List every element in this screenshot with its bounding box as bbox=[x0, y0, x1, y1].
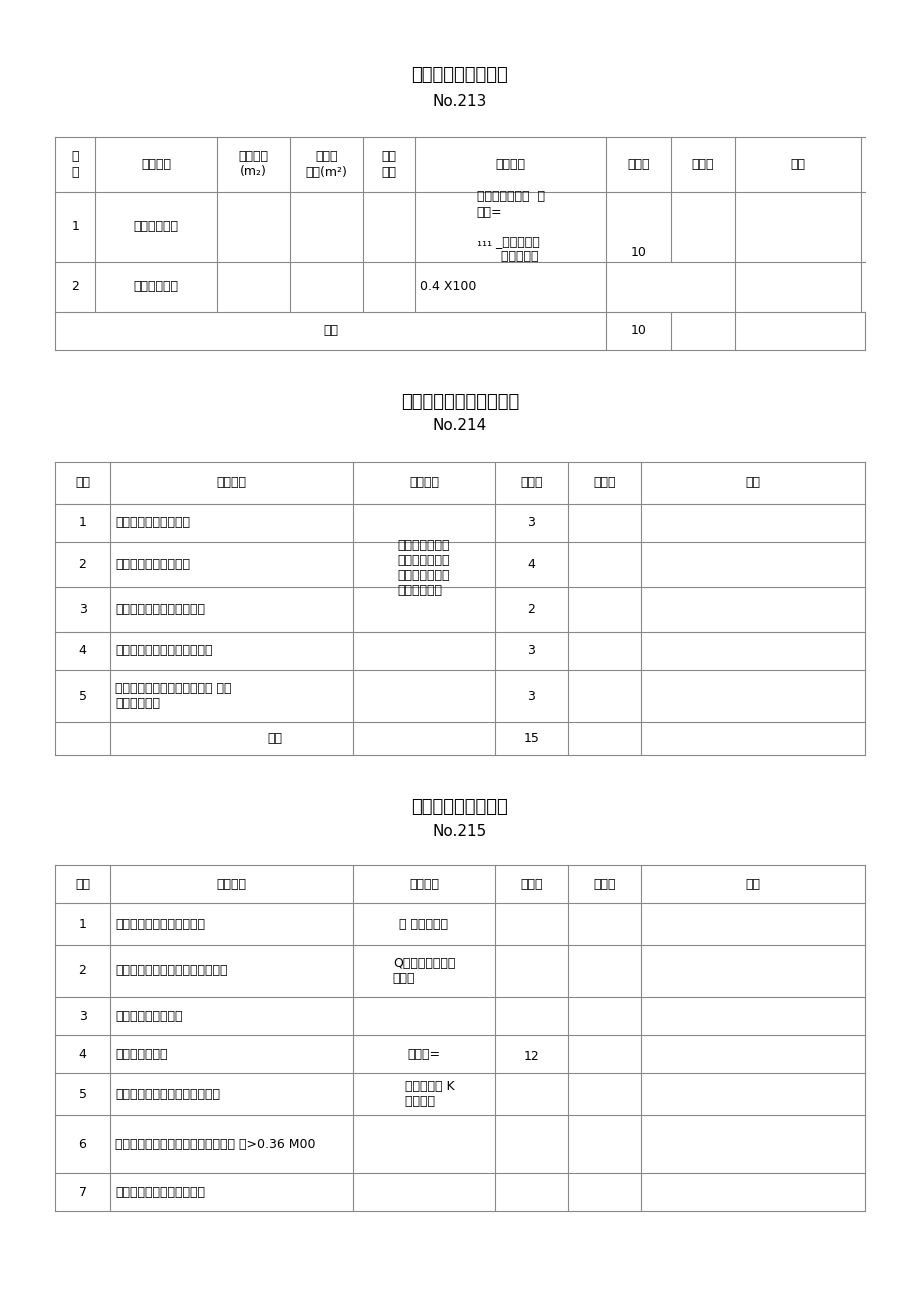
Text: 2: 2 bbox=[527, 603, 535, 616]
Text: 按不合格率计算  实
得分=

₁₁₁ _不合格面积
      评价总面积: 按不合格率计算 实 得分= ₁₁₁ _不合格面积 评价总面积 bbox=[476, 190, 544, 263]
Text: No.215: No.215 bbox=[433, 823, 486, 839]
Text: 紧固部件无松动: 紧固部件无松动 bbox=[115, 1048, 167, 1061]
Text: 储气罐等辅机安全状态良好: 储气罐等辅机安全状态良好 bbox=[115, 1186, 205, 1199]
Text: 备注: 备注 bbox=[744, 477, 759, 490]
Text: 作业场所有隔离措施，防火间 距、
地向符合要求: 作业场所有隔离措施，防火间 距、 地向符合要求 bbox=[115, 681, 232, 710]
Text: 10: 10 bbox=[630, 245, 645, 258]
Text: Q，则判该三为不
合格。: Q，则判该三为不 合格。 bbox=[392, 956, 455, 985]
Text: 备注: 备注 bbox=[789, 158, 805, 171]
Text: 序号: 序号 bbox=[75, 477, 90, 490]
Text: 危险建筑面积: 危险建筑面积 bbox=[133, 280, 178, 293]
Text: 应得分: 应得分 bbox=[519, 477, 542, 490]
Text: 3: 3 bbox=[527, 689, 535, 702]
Text: 消防设施完备、安全标志醒目: 消防设施完备、安全标志醒目 bbox=[115, 645, 212, 658]
Text: 实得分: 实得分 bbox=[592, 877, 615, 890]
Text: 4: 4 bbox=[78, 1048, 86, 1061]
Text: 备注: 备注 bbox=[744, 877, 759, 890]
Text: 实得分: 实得分 bbox=[592, 477, 615, 490]
Text: 1: 1 bbox=[78, 917, 86, 930]
Text: 3: 3 bbox=[527, 645, 535, 658]
Text: 安全装置和防护装置齐全、可靠: 安全装置和防护装置齐全、可靠 bbox=[115, 1088, 220, 1101]
Text: 3: 3 bbox=[527, 516, 535, 529]
Text: 2: 2 bbox=[78, 964, 86, 977]
Text: 6: 6 bbox=[78, 1138, 86, 1151]
Text: 作业场所具有良好通风: 作业场所具有良好通风 bbox=[115, 558, 190, 571]
Text: 应得分: 应得分 bbox=[626, 158, 649, 171]
Text: 考评说明: 考评说明 bbox=[409, 477, 438, 490]
Text: 不合
格率: 不合 格率 bbox=[381, 151, 396, 179]
Text: 不合格台数 K
   评价总数: 不合格台数 K 评价总数 bbox=[392, 1080, 454, 1108]
Text: No.214: No.214 bbox=[433, 418, 486, 434]
Text: 序号: 序号 bbox=[75, 877, 90, 890]
Text: 序
号: 序 号 bbox=[72, 151, 79, 179]
Text: 上下砧不松动，销、楔坚固: 上下砧不松动，销、楔坚固 bbox=[115, 917, 205, 930]
Text: 2: 2 bbox=[72, 280, 79, 293]
Text: No.213: No.213 bbox=[432, 94, 487, 108]
Text: 1: 1 bbox=[78, 516, 86, 529]
Text: 实得分: 实得分 bbox=[691, 158, 713, 171]
Text: 4: 4 bbox=[527, 558, 535, 571]
Text: 5: 5 bbox=[78, 689, 86, 702]
Text: 合计: 合计 bbox=[323, 324, 337, 337]
Text: 涂装作业场所考评检查表: 涂装作业场所考评检查表 bbox=[401, 394, 518, 410]
Text: 4: 4 bbox=[78, 645, 86, 658]
Text: 考评说明: 考评说明 bbox=[495, 158, 525, 171]
Text: 不合格
面积(m²): 不合格 面积(m²) bbox=[305, 151, 346, 179]
Text: 一处不合格扣该
项目应得分值，
多个涂装作业场
所取平均值。: 一处不合格扣该 项目应得分值， 多个涂装作业场 所取平均值。 bbox=[397, 539, 449, 597]
Text: 3: 3 bbox=[78, 603, 86, 616]
Text: 作业场所涂料存量符合要求: 作业场所涂料存量符合要求 bbox=[115, 603, 205, 616]
Text: 考评说明: 考评说明 bbox=[409, 877, 438, 890]
Text: 考评内容: 考评内容 bbox=[142, 158, 171, 171]
Text: 实得分=: 实得分= bbox=[407, 1048, 440, 1061]
Text: 锻造机械考评检查表: 锻造机械考评检查表 bbox=[411, 797, 508, 816]
Text: 他头无裂纹，缓冲装置灵敏、可靠: 他头无裂纹，缓冲装置灵敏、可靠 bbox=[115, 964, 227, 977]
Text: 合计: 合计 bbox=[267, 732, 282, 745]
Text: 15: 15 bbox=[523, 732, 539, 745]
Text: 10: 10 bbox=[630, 324, 645, 337]
Text: 任 ｌ条不合格: 任 ｌ条不合格 bbox=[399, 917, 448, 930]
Text: 电器设施达到防爆要求: 电器设施达到防爆要求 bbox=[115, 516, 190, 529]
Text: 縻纵机、夹钳、剥刀等辅助工具无裂 纹>0.36 M00: 縻纵机、夹钳、剥刀等辅助工具无裂 纹>0.36 M00 bbox=[115, 1138, 315, 1151]
Text: 7: 7 bbox=[78, 1186, 86, 1199]
Text: 2: 2 bbox=[78, 558, 86, 571]
Text: 縻纵机构灵敏、可靠: 縻纵机构灵敏、可靠 bbox=[115, 1010, 182, 1023]
Text: 耐火等级评定: 耐火等级评定 bbox=[133, 220, 178, 233]
Text: 3: 3 bbox=[78, 1010, 86, 1023]
Text: 考评内容: 考评内容 bbox=[216, 477, 246, 490]
Text: 考评内容: 考评内容 bbox=[216, 877, 246, 890]
Text: 12: 12 bbox=[523, 1050, 539, 1063]
Text: 工厂建筑考评检查表: 工厂建筑考评检查表 bbox=[411, 66, 508, 83]
Text: 应得分: 应得分 bbox=[519, 877, 542, 890]
Text: 0.4 X100: 0.4 X100 bbox=[420, 280, 476, 293]
Text: 1: 1 bbox=[72, 220, 79, 233]
Text: 5: 5 bbox=[78, 1088, 86, 1101]
Text: 建筑面积
(m₂): 建筑面积 (m₂) bbox=[238, 151, 268, 179]
